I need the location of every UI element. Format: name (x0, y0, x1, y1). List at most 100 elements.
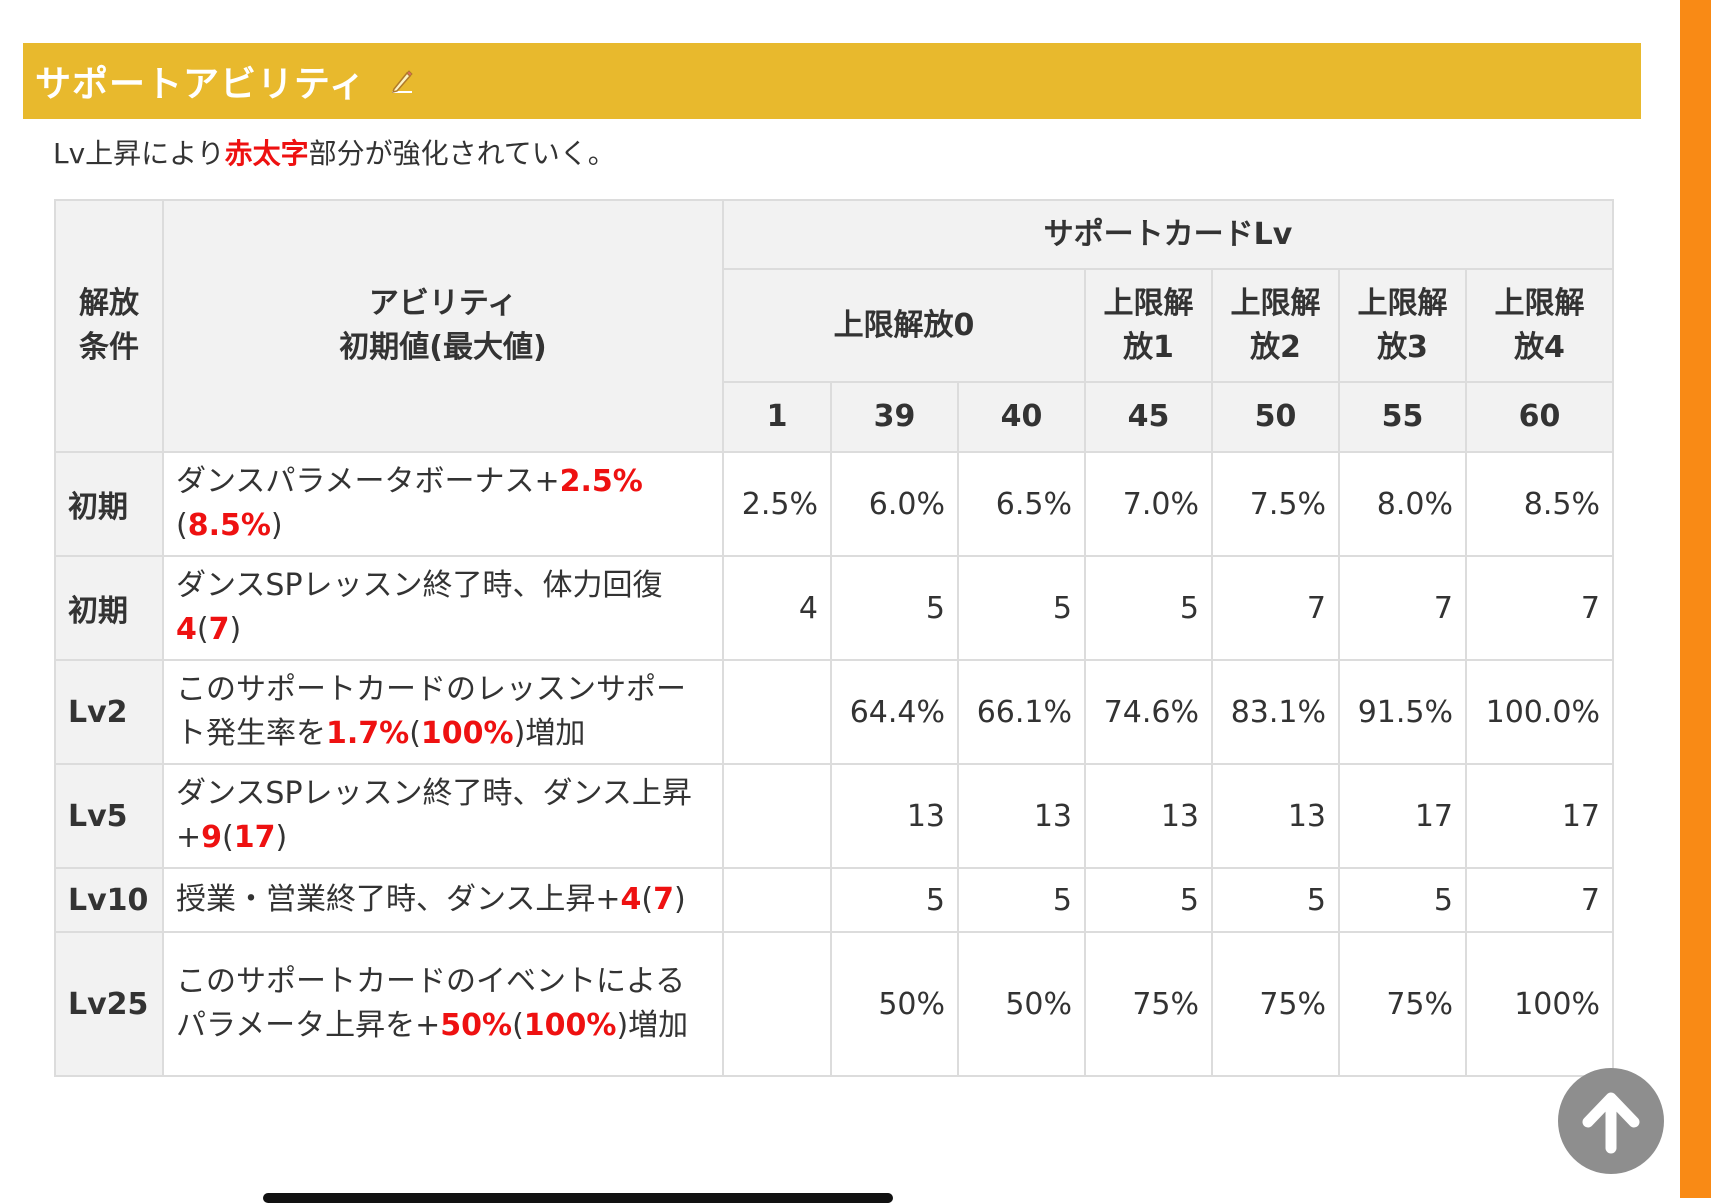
value-cell: 5 (957, 867, 1086, 933)
value-cell: 50% (830, 931, 959, 1077)
home-indicator (263, 1193, 893, 1203)
value-cell: 74.6% (1084, 659, 1213, 765)
ability-text: ( (409, 716, 421, 751)
value-cell: 6.5% (957, 451, 1086, 557)
ability-highlight: 2.5% (559, 464, 643, 499)
value-cell: 7 (1465, 867, 1614, 933)
ability-text: ダンスSPレッスン終了時、ダンス上昇+ (176, 776, 692, 855)
ability-text: ( (641, 882, 654, 917)
value-cell: 7 (1211, 555, 1340, 661)
condition-cell: Lv25 (54, 931, 164, 1077)
table-row: 初期 ダンスパラメータボーナス+2.5%(8.5%) 2.5% 6.0% 6.5% 7.0… (54, 451, 1614, 557)
value-cell: 66.1% (957, 659, 1086, 765)
ability-highlight: 4 (620, 882, 642, 917)
header-limit-break-line: 上限解 (1357, 285, 1448, 321)
section-title: サポートアビリティ (35, 64, 366, 105)
header-condition-line: 解放 (79, 286, 139, 321)
ability-cell: ダンスSPレッスン終了時、体力回復 4(7) (162, 555, 724, 661)
ability-highlight: 1.7% (326, 716, 410, 751)
intro-text: Lv上昇により赤太字部分が強化されていく。 (53, 132, 616, 172)
value-cell (722, 659, 832, 765)
value-cell: 75% (1211, 931, 1340, 1077)
scroll-to-top-button[interactable] (1558, 1068, 1664, 1174)
table-row: Lv25 このサポートカードのイベントによるパラメータ上昇を+50%(100%)増… (54, 931, 1614, 1077)
value-cell: 75% (1338, 931, 1467, 1077)
header-level-4: 50 (1211, 381, 1340, 453)
header-limit-break-line: 上限解 (1103, 285, 1194, 321)
ability-cell: このサポートカードのイベントによるパラメータ上昇を+50%(100%)増加 (162, 931, 724, 1077)
header-level-2: 40 (957, 381, 1086, 453)
ability-cell: ダンスパラメータボーナス+2.5% (8.5%) (162, 451, 724, 557)
condition-cell: Lv2 (54, 659, 164, 765)
ability-cell: ダンスSPレッスン終了時、ダンス上昇+9(17) (162, 763, 724, 869)
value-cell: 8.5% (1465, 451, 1614, 557)
value-cell: 64.4% (830, 659, 959, 765)
table-row: Lv10 授業・営業終了時、ダンス上昇+4(7) 5 5 5 5 5 7 (54, 867, 1614, 933)
header-ability: アビリティ 初期値(最大値) (162, 199, 724, 453)
value-cell: 7 (1465, 555, 1614, 661)
ability-text: ( (176, 508, 188, 543)
value-cell: 13 (830, 763, 959, 869)
value-cell: 8.0% (1338, 451, 1467, 557)
intro-after: 部分が強化されていく。 (308, 137, 616, 170)
ability-text: ( (512, 1008, 524, 1043)
ability-text: ) (275, 820, 288, 855)
header-limit-break-line: 上限解放0 (833, 307, 975, 343)
value-cell: 6.0% (830, 451, 959, 557)
ability-text: ) (229, 612, 242, 647)
value-cell (722, 763, 832, 869)
value-cell: 13 (957, 763, 1086, 869)
value-cell: 17 (1338, 763, 1467, 869)
condition-cell: 初期 (54, 451, 164, 557)
ability-highlight: 9 (201, 820, 223, 855)
header-card-lv: サポートカードLv (722, 199, 1614, 270)
header-level-0: 1 (722, 381, 832, 453)
value-cell: 75% (1084, 931, 1213, 1077)
value-cell: 7.0% (1084, 451, 1213, 557)
value-cell: 83.1% (1211, 659, 1340, 765)
ability-highlight: 4 (176, 612, 197, 647)
header-ability-line: アビリティ (368, 286, 518, 321)
arrow-up-icon (1582, 1092, 1640, 1154)
table-row: 初期 ダンスSPレッスン終了時、体力回復4(7) 4 5 5 5 7 7 7 (54, 555, 1614, 661)
header-limit-break-line: 上限解 (1494, 285, 1585, 321)
condition-cell: 初期 (54, 555, 164, 661)
condition-cell: Lv5 (54, 763, 164, 869)
ability-highlight: 100% (523, 1008, 617, 1043)
ability-cell: このサポートカードのレッスンサポート発生率を1.7%(100%)増加 (162, 659, 724, 765)
header-limit-break-line: 放1 (1123, 329, 1174, 365)
header-limit-break-line: 上限解 (1230, 285, 1321, 321)
header-condition: 解放 条件 (54, 199, 164, 453)
header-limit-break-line: 放3 (1377, 329, 1428, 365)
header-ability-line: 初期値(最大値) (339, 330, 547, 365)
value-cell: 7 (1338, 555, 1467, 661)
intro-highlight: 赤太字 (224, 137, 309, 170)
header-limit-break-3: 上限解放3 (1338, 268, 1467, 383)
header-level-5: 55 (1338, 381, 1467, 453)
header-level-3: 45 (1084, 381, 1213, 453)
accent-bar (1680, 0, 1711, 1198)
value-cell: 17 (1465, 763, 1614, 869)
ability-highlight: 50% (440, 1008, 513, 1043)
ability-highlight: 8.5% (187, 508, 271, 543)
ability-text: ダンスパラメータボーナス+ (176, 464, 560, 499)
value-cell: 13 (1211, 763, 1340, 869)
ability-text: )増加 (616, 1008, 689, 1043)
condition-cell: Lv10 (54, 867, 164, 933)
table-row: Lv5 ダンスSPレッスン終了時、ダンス上昇+9(17) 13 13 13 13 17 17 (54, 763, 1614, 869)
value-cell (722, 931, 832, 1077)
value-cell: 5 (830, 867, 959, 933)
value-cell: 100% (1465, 931, 1614, 1077)
value-cell: 5 (830, 555, 959, 661)
pencil-icon[interactable] (388, 68, 414, 94)
ability-text: ( (222, 820, 234, 855)
value-cell: 2.5% (722, 451, 832, 557)
value-cell: 13 (1084, 763, 1213, 869)
table-row: Lv2 このサポートカードのレッスンサポート発生率を1.7%(100%)増加 64.… (54, 659, 1614, 765)
value-cell: 5 (1084, 555, 1213, 661)
ability-text: 授業・営業終了時、ダンス上昇+ (176, 882, 621, 917)
ability-table: 解放 条件 アビリティ 初期値(最大値) サポートカードLv 上限解放0 上限解放… (54, 199, 1614, 1077)
value-cell: 50% (957, 931, 1086, 1077)
ability-text: ) (270, 508, 283, 543)
header-level-6: 60 (1465, 381, 1614, 453)
